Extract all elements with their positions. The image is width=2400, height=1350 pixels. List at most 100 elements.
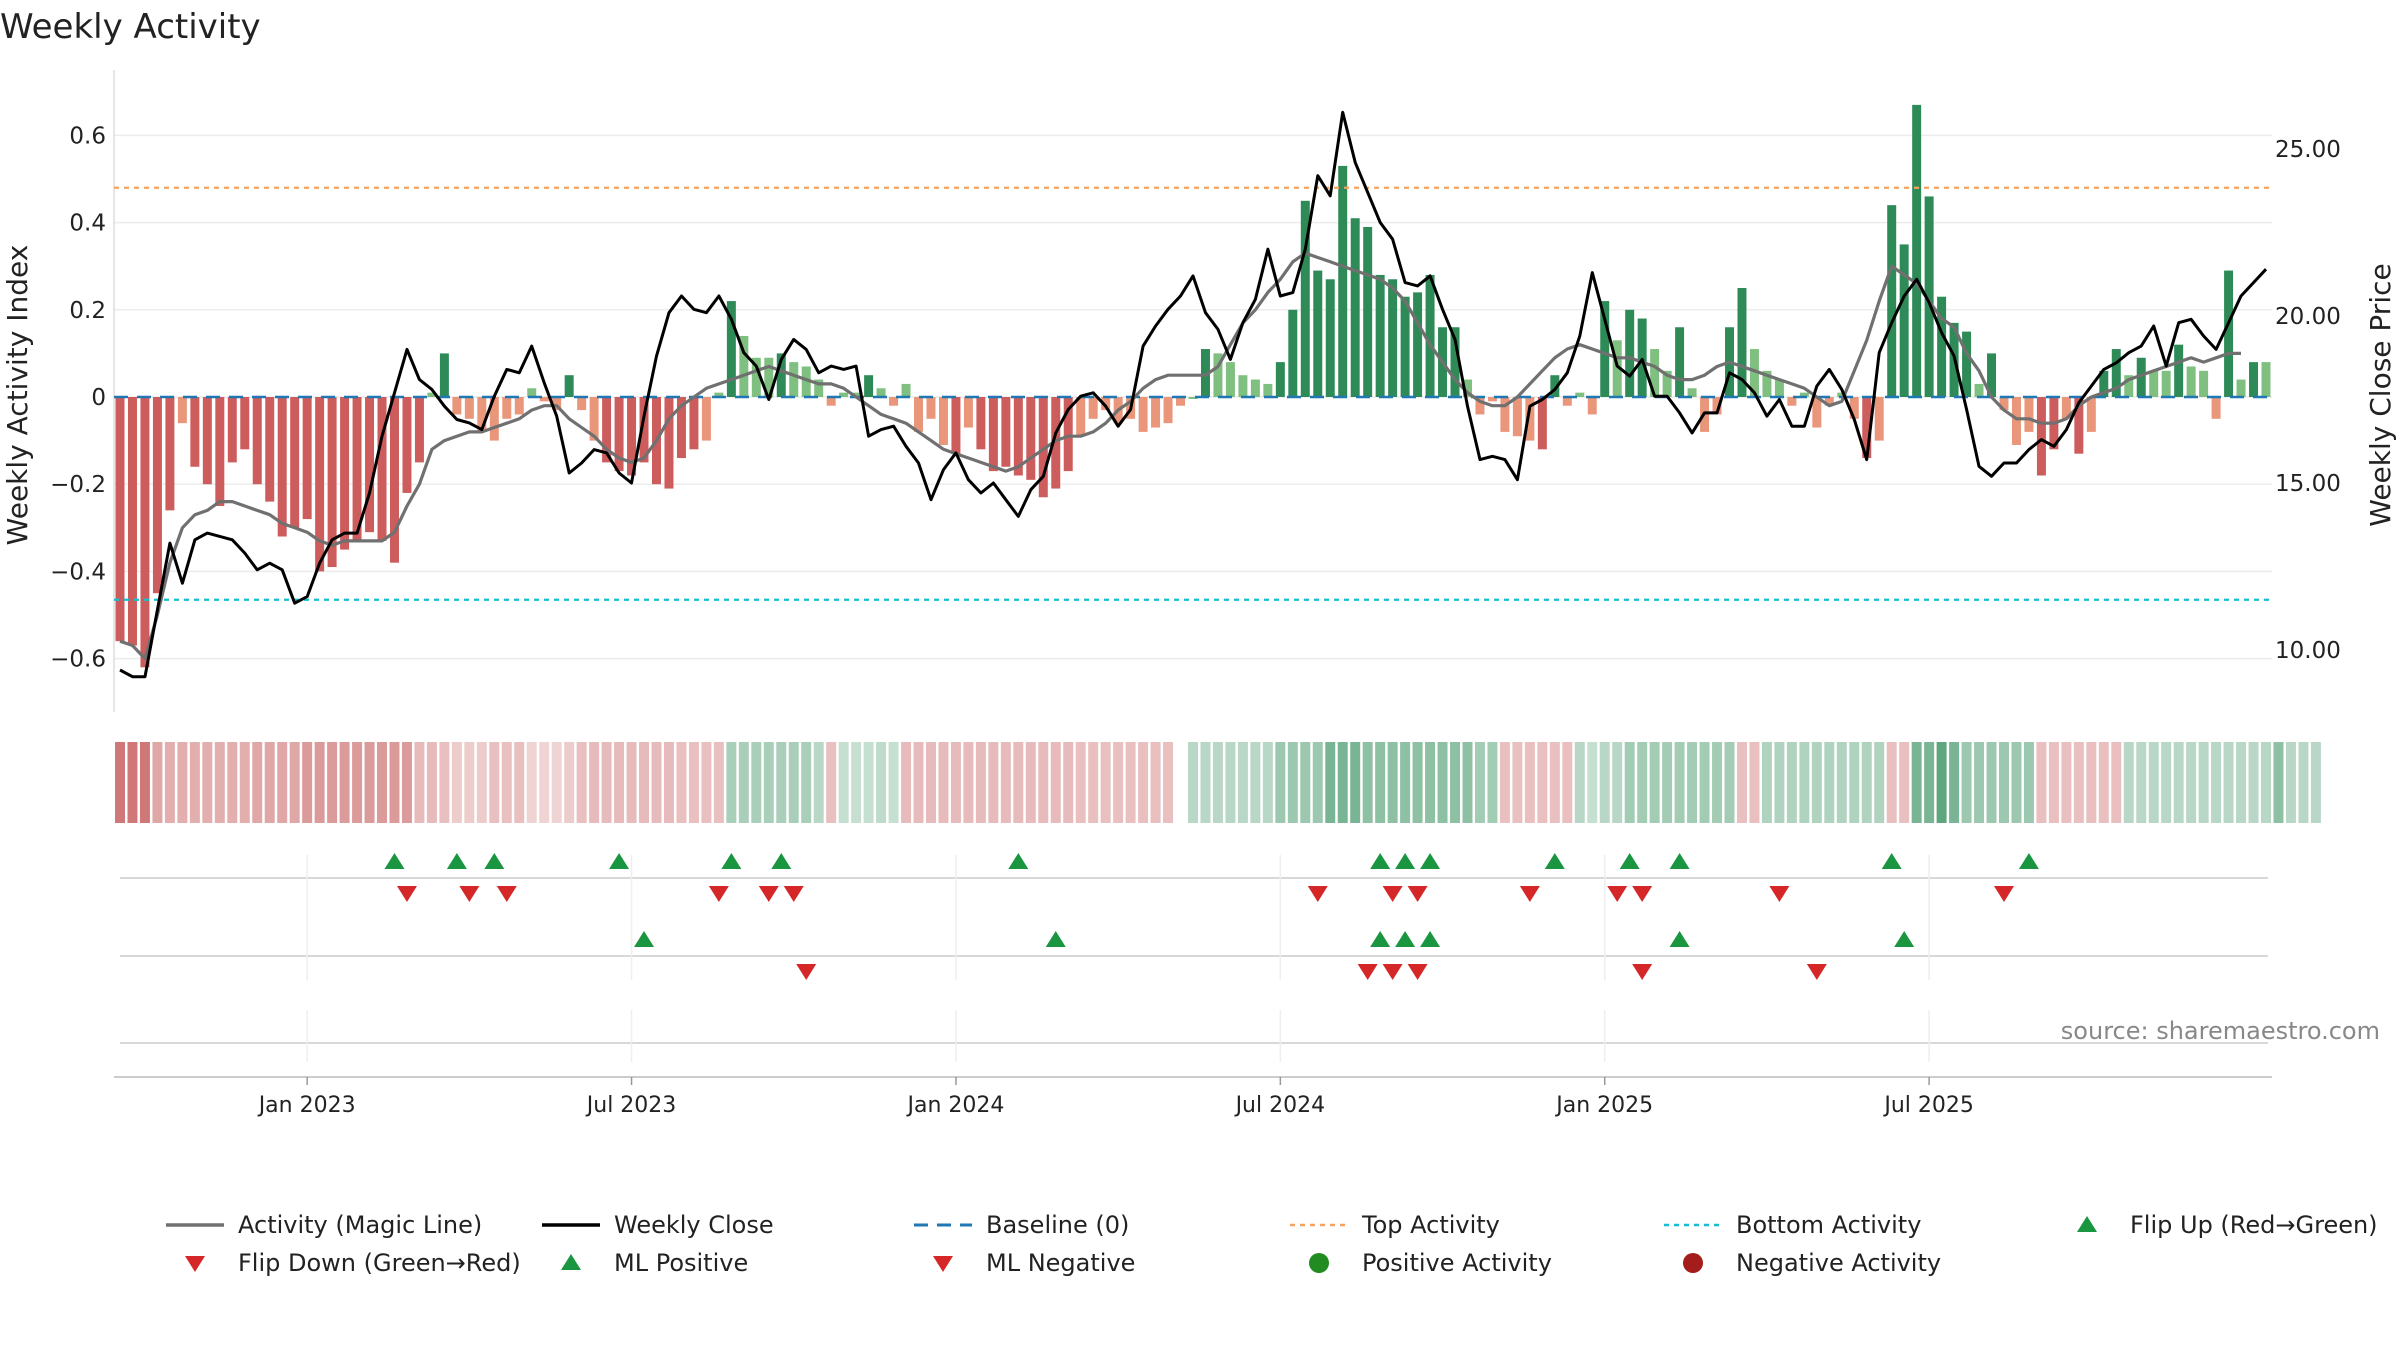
activity-bar (1038, 397, 1048, 498)
activity-bar (502, 397, 512, 419)
strip-cell (876, 742, 887, 823)
strip-cell (289, 742, 300, 823)
legend-label: Negative Activity (1736, 1249, 1941, 1277)
activity-bar (1325, 279, 1335, 397)
activity-bar (1176, 397, 1186, 406)
strip-cell (614, 742, 625, 823)
right-tick-label: 10.00 (2275, 638, 2341, 664)
legend-swatch-down-triangle (933, 1256, 953, 1272)
activity-bar (177, 397, 187, 424)
activity-bar (202, 397, 212, 485)
activity-bar (2186, 366, 2196, 397)
strip-cell (1761, 742, 1772, 823)
flip-down-marker (1382, 886, 1403, 902)
activity-bar (1962, 331, 1972, 397)
activity-bar (1899, 244, 1909, 397)
activity-bar (1300, 200, 1310, 397)
activity-bar (1200, 349, 1210, 397)
activity-bar (527, 388, 537, 397)
activity-bar (889, 397, 899, 406)
activity-bar (1350, 218, 1360, 397)
activity-bar (1924, 196, 1934, 397)
strip-cell (451, 742, 462, 823)
strip-cell (526, 742, 537, 823)
legend-label: Flip Down (Green→Red) (238, 1249, 521, 1277)
activity-bar (2199, 370, 2209, 397)
strip-cell (1699, 742, 1710, 823)
strip-cell (1150, 742, 1161, 823)
activity-bar (1937, 296, 1947, 397)
date-tick-label: Jan 2024 (905, 1093, 1004, 1118)
activity-bar (1837, 392, 1847, 397)
activity-bar (2211, 397, 2221, 419)
flip-up-marker (446, 853, 467, 869)
activity-bar (1188, 397, 1198, 399)
strip-cell (1799, 742, 1810, 823)
strip-cell (1936, 742, 1947, 823)
legend-label: Baseline (0) (986, 1211, 1129, 1239)
activity-bar (2074, 397, 2084, 454)
strip-cell (1836, 742, 1847, 823)
flip-down-marker (1993, 886, 2014, 902)
activity-bar (1076, 397, 1086, 437)
left-tick-label: −0.6 (50, 647, 106, 673)
flip-up-marker (1395, 853, 1416, 869)
flip-up-marker (1669, 853, 1690, 869)
strip-cell (489, 742, 500, 823)
strip-cell (1275, 742, 1286, 823)
strip-cell (1712, 742, 1723, 823)
left-tick-label: 0.2 (69, 298, 106, 324)
strip-cell (1113, 742, 1124, 823)
strip-cell (1637, 742, 1648, 823)
activity-bar (1787, 397, 1797, 406)
flip-up-marker (2018, 853, 2039, 869)
activity-bar (1862, 397, 1872, 459)
strip-cell (1786, 742, 1797, 823)
strip-cell (1974, 742, 1985, 823)
strip-cell (514, 742, 525, 823)
ml-positive-marker (1395, 931, 1416, 947)
activity-bar (252, 397, 262, 485)
strip-cell (1050, 742, 1061, 823)
activity-bar (1413, 292, 1423, 397)
activity-bar (1537, 397, 1547, 450)
activity-bar (1749, 349, 1759, 397)
activity-bar (127, 397, 137, 646)
strip-cell (1499, 742, 1510, 823)
activity-bar (140, 397, 150, 668)
strip-cell (1736, 742, 1747, 823)
strip-cell (1949, 742, 1960, 823)
ml-positive-marker (1420, 931, 1441, 947)
activity-bar (1088, 397, 1098, 419)
strip-cell (1075, 742, 1086, 823)
strip-cell (1886, 742, 1897, 823)
activity-bar (2236, 379, 2246, 397)
strip-cell (1088, 742, 1099, 823)
activity-bar (839, 392, 849, 397)
right-tick-label: 25.00 (2275, 137, 2341, 163)
activity-bar (1575, 392, 1585, 397)
activity-bar (739, 335, 749, 397)
left-tick-label: −0.4 (50, 559, 106, 585)
strip-cell (339, 742, 350, 823)
strip-cell (1824, 742, 1835, 823)
activity-bar (1213, 353, 1223, 397)
activity-bar (988, 397, 998, 472)
flip-down-marker (1632, 886, 1653, 902)
strip-cell (1624, 742, 1635, 823)
activity-bar (926, 397, 936, 419)
strip-cell (950, 742, 961, 823)
strip-cell (2273, 742, 2284, 823)
activity-bar (2261, 362, 2271, 397)
legend-label: Activity (Magic Line) (238, 1211, 482, 1239)
activity-bar (1375, 274, 1385, 397)
ml-negative-marker (1382, 964, 1403, 980)
legend-label: ML Negative (986, 1249, 1135, 1277)
chart-title: Weekly Activity (0, 7, 261, 47)
strip-cell (364, 742, 375, 823)
strip-cell (676, 742, 687, 823)
activity-bar (814, 379, 824, 397)
date-tick-label: Jul 2023 (585, 1093, 677, 1118)
activity-bar (377, 397, 387, 541)
activity-bar (414, 397, 424, 463)
